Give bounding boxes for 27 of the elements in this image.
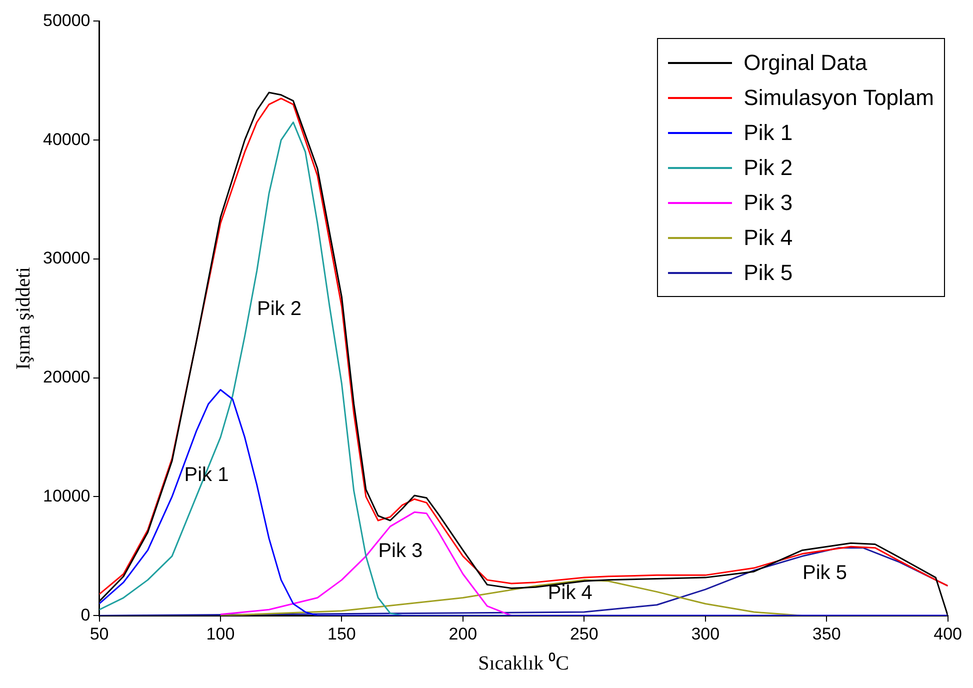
x-tick-label: 50 [90, 624, 109, 644]
y-tick-label: 10000 [42, 486, 90, 506]
x-tick-label: 300 [691, 624, 720, 644]
x-tick-label: 150 [328, 624, 356, 644]
y-axis-title: Işıma şiddeti [12, 266, 34, 370]
x-axis-title: Sıcaklık ⁰C [478, 651, 569, 674]
legend-label: Orginal Data [744, 50, 868, 76]
annotation: Pik 4 [548, 582, 592, 604]
y-tick-label: 40000 [42, 130, 90, 149]
annotation: Pik 3 [378, 540, 423, 562]
legend-label: Pik 5 [744, 260, 793, 286]
x-tick-label: 250 [570, 624, 598, 644]
legend-label: Simulasyon Toplam [744, 84, 934, 110]
x-tick-label: 100 [206, 624, 235, 644]
legend-label: Pik 3 [744, 190, 793, 216]
y-tick-label: 0 [80, 605, 90, 624]
x-tick-label: 350 [812, 624, 841, 644]
y-tick-label: 20000 [42, 368, 90, 387]
y-tick-label: 30000 [42, 248, 90, 268]
annotation: Pik 5 [802, 562, 847, 584]
annotation: Pik 2 [256, 298, 302, 320]
legend-label: Pik 1 [744, 120, 793, 146]
legend-label: Pik 4 [744, 224, 793, 250]
x-tick-label: 400 [934, 624, 962, 644]
legend-label: Pik 2 [744, 154, 793, 180]
y-tick-label: 50000 [42, 10, 90, 30]
x-tick-label: 200 [448, 624, 478, 644]
